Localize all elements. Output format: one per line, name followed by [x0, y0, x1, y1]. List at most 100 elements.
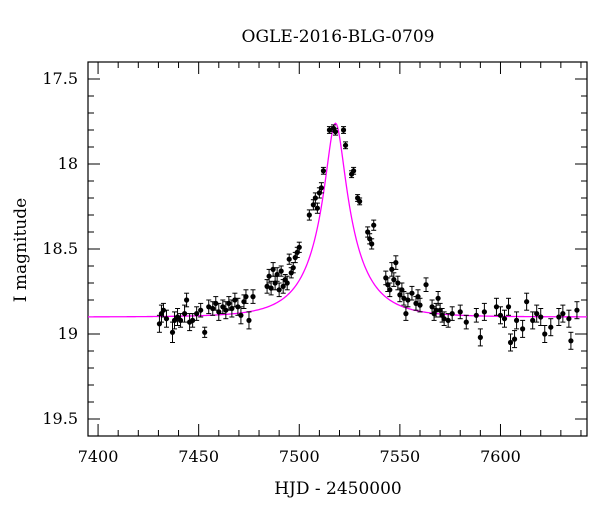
data-marker [320, 168, 327, 174]
data-point [481, 302, 487, 321]
data-point [350, 166, 357, 175]
x-tick-label: 7550 [380, 447, 421, 466]
data-points-layer [156, 124, 580, 352]
y-tick-label: 19.5 [42, 409, 78, 428]
data-point [183, 292, 190, 308]
data-marker [566, 316, 572, 322]
data-point [238, 306, 244, 325]
data-marker [449, 311, 455, 317]
data-marker [477, 334, 483, 340]
data-marker [463, 319, 469, 325]
data-marker [391, 277, 397, 283]
data-marker [268, 285, 274, 291]
data-point [574, 301, 580, 320]
data-point [530, 311, 536, 330]
data-point [190, 313, 196, 328]
data-point [401, 291, 407, 306]
data-point [268, 280, 274, 296]
data-point [371, 219, 377, 231]
data-point [235, 297, 241, 316]
y-axis-ticks: 17.5 18 18.5 19 19.5 [42, 61, 587, 437]
data-marker [238, 312, 244, 318]
y-tick-label: 17.5 [42, 69, 78, 88]
data-point [223, 301, 229, 320]
plot-border [87, 61, 588, 437]
data-marker [174, 314, 181, 320]
data-marker [235, 304, 241, 310]
data-marker [183, 297, 190, 303]
data-point [243, 289, 249, 304]
data-point [286, 253, 292, 265]
data-point [409, 285, 415, 301]
data-marker [243, 294, 249, 300]
data-marker [326, 127, 333, 133]
data-marker [387, 287, 393, 293]
y-tick-label: 18.5 [42, 239, 78, 258]
y-tick-label: 18 [58, 154, 78, 173]
data-point [566, 309, 572, 328]
data-marker [216, 309, 222, 315]
data-point [250, 289, 256, 304]
data-point [171, 311, 178, 330]
data-marker [306, 212, 312, 218]
data-point [169, 321, 176, 343]
x-tick-label: 7500 [279, 447, 320, 466]
data-marker [276, 287, 282, 293]
data-marker [574, 307, 580, 313]
x-tick-label: 7600 [480, 447, 521, 466]
data-point [342, 141, 349, 150]
data-marker [423, 282, 429, 288]
data-point [423, 277, 429, 292]
data-marker [270, 266, 276, 272]
data-point [524, 292, 530, 311]
data-marker [520, 326, 526, 332]
data-marker [371, 222, 377, 228]
data-point [194, 306, 200, 321]
data-point [441, 311, 447, 326]
data-point [457, 304, 463, 320]
data-marker [296, 244, 302, 250]
data-point [387, 282, 393, 298]
data-marker [250, 294, 256, 300]
data-marker [501, 316, 508, 322]
data-marker [226, 300, 232, 306]
data-point [332, 127, 339, 136]
data-point [463, 314, 469, 330]
data-marker [481, 309, 487, 315]
data-point [216, 302, 222, 321]
data-marker [435, 295, 441, 301]
x-tick-label: 7450 [178, 447, 219, 466]
data-marker [403, 311, 409, 317]
data-marker [206, 304, 212, 310]
data-point [314, 202, 320, 214]
data-marker [405, 297, 411, 303]
data-marker [220, 304, 226, 310]
data-marker [568, 338, 574, 344]
data-marker [264, 283, 270, 289]
data-point [405, 292, 411, 308]
data-marker [507, 339, 514, 346]
data-point [163, 309, 170, 328]
data-marker [505, 304, 512, 310]
data-marker [278, 268, 284, 274]
data-marker [548, 324, 554, 330]
data-marker [246, 317, 252, 323]
data-point [198, 302, 204, 318]
data-point [276, 282, 282, 298]
data-marker [417, 302, 423, 308]
data-point [213, 296, 219, 311]
data-point [278, 265, 284, 277]
data-point [220, 299, 226, 315]
data-point [507, 333, 514, 352]
data-marker [457, 309, 463, 315]
data-point [513, 311, 520, 330]
data-marker [223, 307, 229, 313]
data-marker [274, 271, 280, 278]
data-point [284, 275, 290, 291]
data-point [534, 304, 540, 323]
data-point [548, 318, 554, 337]
data-point [226, 296, 232, 311]
data-marker [332, 129, 339, 135]
model-curve [88, 122, 588, 318]
data-marker [290, 265, 296, 271]
